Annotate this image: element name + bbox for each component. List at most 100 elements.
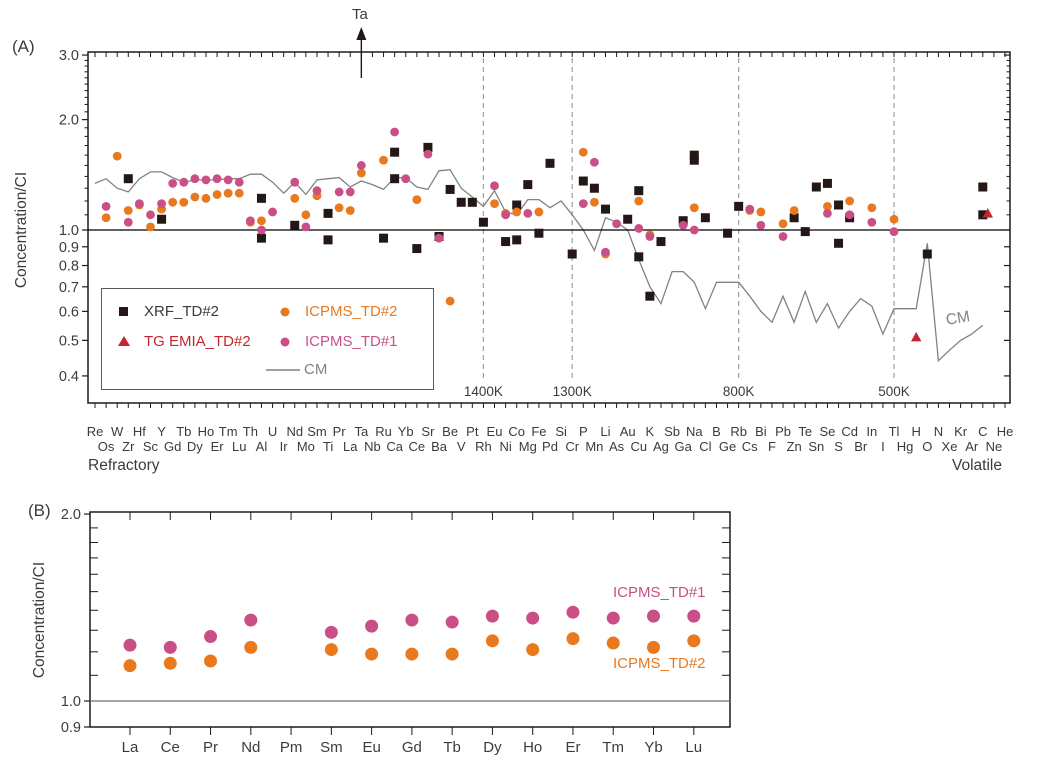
data-point-icpms-td-1-Ho xyxy=(201,175,211,185)
legend-label-xrf: XRF_TD#2 xyxy=(144,303,220,320)
panel-a-frame xyxy=(87,51,1011,404)
data-point-b-icpms-td-2-Lu xyxy=(687,634,701,648)
data-point-icpms-td-2-Al xyxy=(257,216,266,226)
data-point-xrf-Li xyxy=(600,204,610,214)
element-label-Kr: Kr xyxy=(954,424,968,439)
element-label-Gd: Gd xyxy=(164,439,181,454)
element-label-Ce: Ce xyxy=(409,439,426,454)
data-point-xrf-Cr xyxy=(567,249,577,259)
element-label-Ta: Ta xyxy=(354,424,369,439)
data-point-icpms-td-1-Tl xyxy=(889,227,899,237)
element-label-Cs: Cs xyxy=(742,439,758,454)
data-point-icpms-td-2-Ho xyxy=(201,193,211,203)
data-point-xrf-K xyxy=(645,291,655,301)
data-point-b-icpms-td-2-Tm xyxy=(606,636,620,650)
element-label-Mo: Mo xyxy=(297,439,315,454)
ree-label-Dy: Dy xyxy=(483,739,502,756)
data-point-xrf-Al xyxy=(256,193,266,203)
data-point-icpms-td-2-Pr xyxy=(334,203,344,213)
data-point-b-icpms-td-1-Ce xyxy=(163,640,177,654)
data-point-b-icpms-td-1-Lu xyxy=(687,609,701,623)
element-label-Te: Te xyxy=(798,424,812,439)
element-label-Dy: Dy xyxy=(187,439,203,454)
panel-b-frame xyxy=(89,511,731,728)
legend-pink-circle-marker xyxy=(280,337,290,347)
element-label-Fe: Fe xyxy=(531,424,546,439)
data-point-xrf-Te xyxy=(800,227,810,237)
ree-label-Pr: Pr xyxy=(203,739,218,756)
data-point-b-icpms-td-1-Ho xyxy=(526,611,540,625)
data-point-icpms-td-1-Lu xyxy=(234,177,244,187)
offscale-ta-label: Ta xyxy=(352,6,368,23)
panel-b-series-label-td2: ICPMS_TD#2 xyxy=(613,655,706,672)
ree-label-Gd: Gd xyxy=(402,739,422,756)
element-label-Ir: Ir xyxy=(280,439,289,454)
data-point-icpms-td-1-Gd xyxy=(168,178,178,188)
element-label-He: He xyxy=(997,424,1014,439)
data-point-icpms-td-1-Eu xyxy=(490,181,499,191)
data-point-xrf-Fe xyxy=(534,228,544,238)
data-point-icpms-td-1-Ta xyxy=(356,161,366,170)
data-point-icpms-td-1-Na xyxy=(689,225,699,235)
element-label-Br: Br xyxy=(854,439,868,454)
ree-label-Sm: Sm xyxy=(320,739,343,756)
element-label-Sr: Sr xyxy=(421,424,435,439)
data-point-xrf-Zr xyxy=(123,174,133,184)
ree-label-Tb: Tb xyxy=(443,739,461,756)
data-point-icpms-td-2-Ta xyxy=(356,168,366,178)
element-label-Cd: Cd xyxy=(841,424,858,439)
data-point-xrf-Al xyxy=(256,233,266,243)
data-point-icpms-td-2-Zn xyxy=(789,206,799,215)
data-point-xrf-Zn xyxy=(789,213,799,223)
data-point-xrf-Se xyxy=(822,178,832,188)
panel-b-letter: (B) xyxy=(28,501,51,520)
data-point-icpms-td-1-Tb xyxy=(179,177,189,187)
axis-caption-volatile: Volatile xyxy=(952,457,1002,474)
data-point-icpms-td-1-Ni xyxy=(501,210,511,220)
data-point-b-icpms-td-2-Tb xyxy=(445,647,459,661)
ree-label-Ho: Ho xyxy=(523,739,542,756)
data-point-xrf-Au xyxy=(623,214,633,224)
data-point-xrf-C xyxy=(978,210,988,220)
data-point-icpms-td-2-Pb xyxy=(778,219,788,229)
element-label-I: I xyxy=(881,439,885,454)
data-point-icpms-td-1-Cs xyxy=(745,204,755,214)
data-point-xrf-S xyxy=(834,238,844,248)
data-point-b-icpms-td-1-Tm xyxy=(606,611,620,625)
panel-a-letter: (A) xyxy=(12,37,35,56)
data-point-b-icpms-td-1-Eu xyxy=(365,619,379,633)
element-label-Na: Na xyxy=(686,424,703,439)
data-point-tgemia-C xyxy=(982,207,994,218)
element-label-Ba: Ba xyxy=(431,439,448,454)
data-point-icpms-td-2-P xyxy=(578,147,588,157)
data-point-xrf-Ca xyxy=(390,174,400,184)
ree-label-Yb: Yb xyxy=(644,739,662,756)
y-tick-label-b: 0.9 xyxy=(61,720,81,736)
element-label-O: O xyxy=(922,439,932,454)
element-label-Rb: Rb xyxy=(730,424,747,439)
data-point-icpms-td-1-Dy xyxy=(190,174,200,184)
data-point-icpms-td-2-Os xyxy=(101,213,111,223)
data-point-icpms-td-1-Ba xyxy=(434,233,444,243)
panel-b-series-label-td1: ICPMS_TD#1 xyxy=(613,584,706,601)
data-point-xrf-Na xyxy=(689,155,699,165)
ree-label-Ce: Ce xyxy=(161,739,180,756)
element-label-Os: Os xyxy=(98,439,115,454)
data-point-b-icpms-td-1-Dy xyxy=(485,609,499,623)
data-point-icpms-td-2-Fe xyxy=(534,207,544,217)
element-label-B: B xyxy=(712,424,721,439)
data-point-xrf-Sr xyxy=(423,142,433,152)
data-point-icpms-td-2-Sc xyxy=(146,222,155,232)
element-label-Nd: Nd xyxy=(286,424,303,439)
data-point-xrf-Rh xyxy=(478,217,488,227)
data-point-icpms-td-1-K xyxy=(645,232,655,241)
element-label-N: N xyxy=(934,424,943,439)
temperature-label-500K: 500K xyxy=(878,384,910,399)
data-point-b-icpms-td-1-Pr xyxy=(204,630,218,644)
data-point-xrf-Ag xyxy=(656,237,666,247)
data-point-b-icpms-td-2-Ce xyxy=(163,656,177,670)
y-tick-label-a: 2.0 xyxy=(59,113,79,129)
element-label-Pd: Pd xyxy=(542,439,558,454)
